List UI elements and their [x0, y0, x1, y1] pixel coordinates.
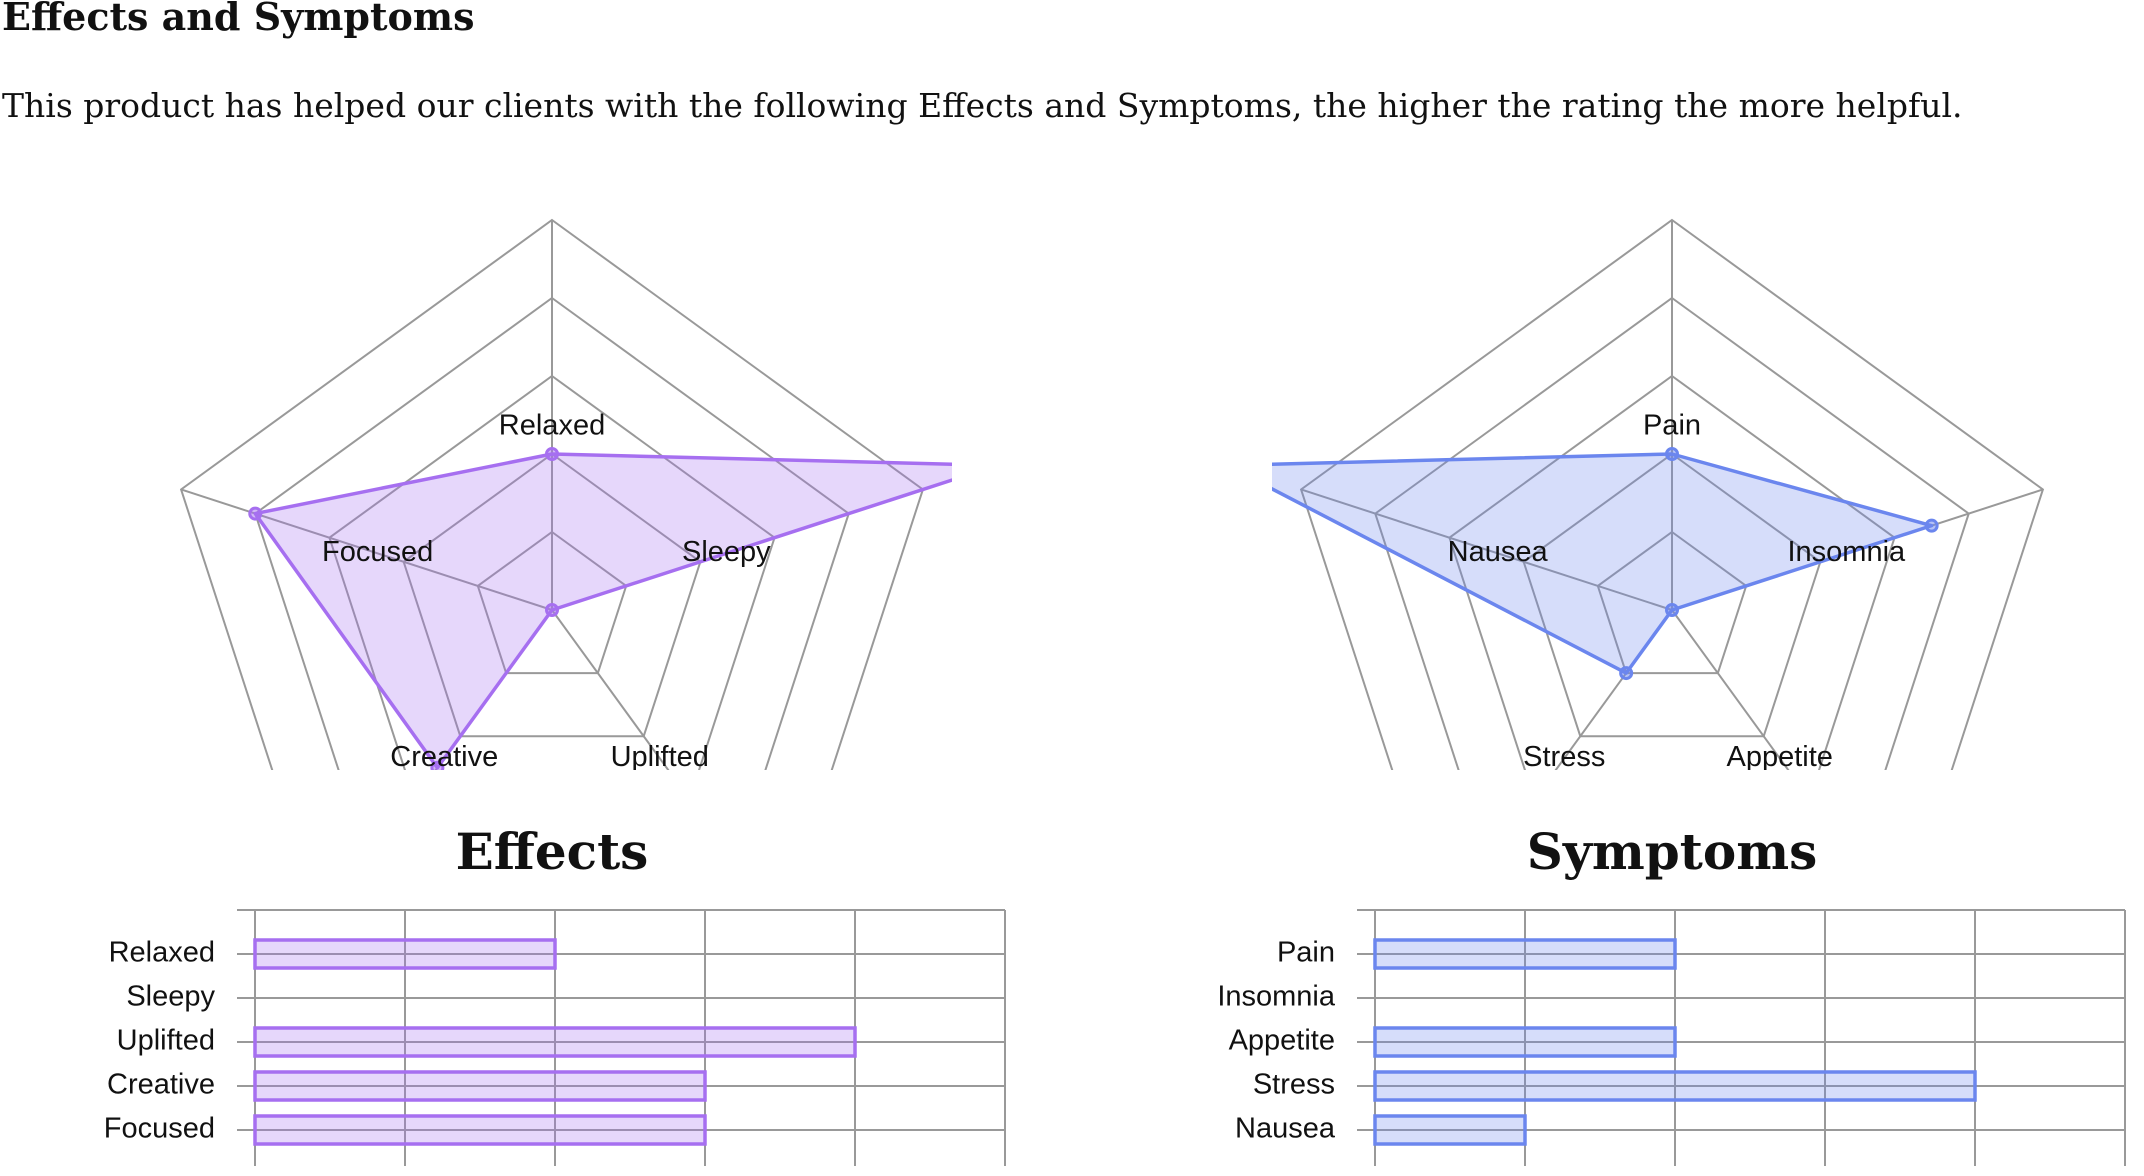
effects-bar-chart-title: Effects: [455, 822, 649, 881]
symptoms-bar-stress: [1373, 1070, 1977, 1102]
symptoms-bar-label-nausea: Nausea: [1235, 1113, 1336, 1145]
symptoms-bar-pain: [1373, 938, 1677, 970]
effects-radar-spoke: [551, 609, 670, 770]
symptoms-radar-axis-label-insomnia: Insomnia: [1787, 536, 1906, 568]
symptoms-radar-axis-label-nausea: Nausea: [1448, 536, 1549, 568]
symptoms-bar-nausea: [1373, 1114, 1527, 1146]
effects-radar-axis-label-uplifted: Uplifted: [611, 741, 709, 770]
effects-radar-ring: [179, 218, 925, 770]
effects-radar-point-creative: [430, 760, 445, 770]
symptoms-radar-series: [1272, 452, 1934, 675]
symptoms-bar-label-insomnia: Insomnia: [1217, 981, 1336, 1013]
effects-radar-spoke: [180, 488, 553, 611]
symptoms-radar-point-appetite: [1665, 603, 1679, 617]
effects-radar-point-relaxed: [545, 447, 559, 461]
effects-radar-axis-label-sleepy: Sleepy: [682, 536, 771, 568]
section-intro: This product has helped our clients with…: [2, 86, 1963, 125]
symptoms-radar-ring: [1448, 374, 1896, 770]
effects-bar-label-creative: Creative: [107, 1069, 215, 1101]
effects-radar-axis-label-focused: Focused: [322, 536, 433, 568]
symptoms-radar-ring: [1374, 296, 1970, 770]
symptoms-bar-chart-title: Symptoms: [1526, 822, 1818, 881]
effects-bar-label-sleepy: Sleepy: [126, 981, 215, 1013]
symptoms-radar-axis-label-appetite: Appetite: [1727, 741, 1833, 770]
symptoms-radar-point-insomnia: [1924, 518, 1939, 533]
symptoms-radar-spoke: [1671, 609, 1790, 770]
symptoms-radar-point-stress: [1619, 666, 1634, 681]
effects-radar-ring: [402, 452, 702, 738]
effects-bar-label-relaxed: Relaxed: [109, 937, 215, 969]
effects-bar-creative: [253, 1070, 707, 1102]
effects-bar-grid: [237, 909, 1006, 1166]
symptoms-radar-ring: [1596, 530, 1748, 675]
section-title: Effects and Symptoms: [2, 0, 475, 39]
symptoms-bar-label-pain: Pain: [1277, 937, 1335, 969]
effects-radar-ring: [254, 296, 850, 770]
symptoms-bar-label-appetite: Appetite: [1229, 1025, 1335, 1057]
symptoms-radar-point-pain: [1665, 447, 1679, 461]
effects-bar-relaxed: [253, 938, 557, 970]
symptoms-bar-appetite: [1373, 1026, 1677, 1058]
effects-radar-ring: [328, 374, 776, 770]
effects-radar-axis-label-relaxed: Relaxed: [499, 409, 605, 441]
effects-radar-point-uplifted: [545, 603, 559, 617]
symptoms-bar-label-stress: Stress: [1253, 1069, 1335, 1101]
effects-bar-focused: [253, 1114, 707, 1146]
symptoms-radar-chart: PainInsomniaAppetiteStressNausea3: [1272, 200, 2072, 770]
symptoms-radar-ring: [1522, 452, 1822, 738]
effects-radar-chart: RelaxedSleepyUpliftedCreativeFocused3: [152, 200, 952, 770]
symptoms-radar-spoke: [1300, 488, 1673, 611]
effects-radar-axis-label-creative: Creative: [390, 741, 498, 770]
effects-radar-ring: [476, 530, 628, 675]
effects-bar-uplifted: [253, 1026, 857, 1058]
effects-radar-series: [253, 452, 952, 770]
effects-radar-point-focused: [248, 506, 263, 521]
symptoms-radar-ring: [1299, 218, 2045, 770]
symptoms-radar-axis-label-stress: Stress: [1523, 741, 1605, 770]
symptoms-bar-chart: Pain Insomnia Appetite Stress Nausea: [1120, 909, 2126, 1176]
effects-bar-label-uplifted: Uplifted: [117, 1025, 215, 1057]
symptoms-radar-axis-label-pain: Pain: [1643, 409, 1701, 441]
effects-bar-chart: Relaxed Sleepy Uplifted Creative Focused: [0, 909, 1006, 1176]
effects-bar-label-focused: Focused: [104, 1113, 215, 1145]
